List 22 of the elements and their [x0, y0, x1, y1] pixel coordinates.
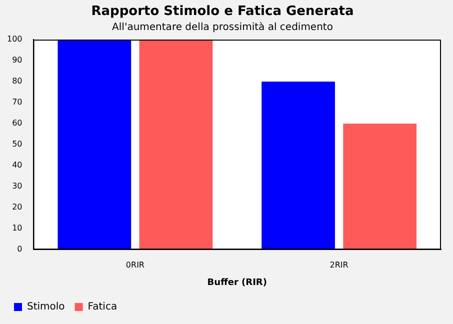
y-tick-label: 70 [12, 98, 22, 107]
bar [58, 40, 132, 250]
bar [262, 82, 335, 250]
y-tick-label: 40 [12, 160, 22, 170]
x-axis-title: Buffer (RIR) [207, 278, 267, 288]
chart-subtitle: All'aumentare della prossimità al cedimento [112, 22, 333, 34]
y-tick-label: 80 [12, 76, 22, 86]
y-tick-label: 60 [12, 118, 22, 128]
bar [343, 124, 417, 250]
bar [139, 40, 213, 250]
x-tick-label: 2RIR [330, 260, 349, 270]
legend-label: Fatica [88, 302, 118, 313]
y-tick-label: 30 [12, 182, 22, 191]
y-tick-label: 100 [6, 34, 22, 44]
y-tick-label: 50 [12, 140, 22, 149]
chart-title: Rapporto Stimolo e Fatica Generata [91, 4, 354, 20]
y-tick-label: 20 [12, 202, 22, 212]
x-tick-label: 0RIR [126, 260, 145, 270]
y-tick-label: 0 [17, 244, 22, 254]
y-tick-label: 10 [12, 224, 22, 233]
y-tick-label: 90 [12, 56, 22, 65]
legend-label: Stimolo [27, 302, 65, 313]
